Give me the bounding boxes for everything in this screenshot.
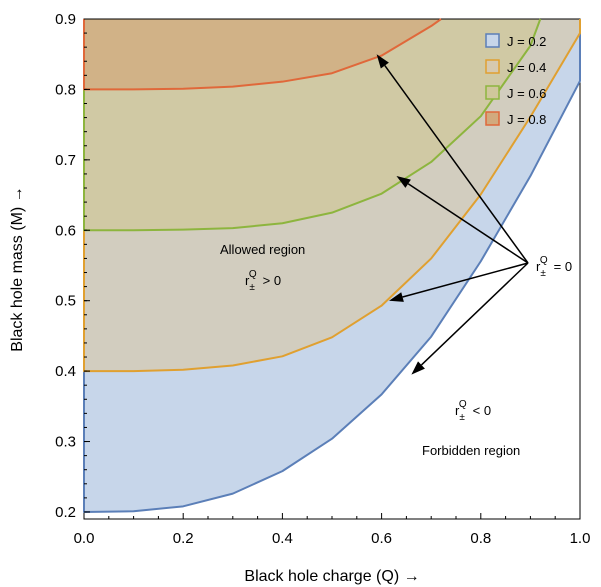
r-superscript: Q [249,269,257,280]
legend-swatch [485,111,500,126]
legend-label: J = 0.6 [507,86,546,101]
forbidden-condition-label: r± Q < 0 [455,399,491,423]
arrow-head [411,361,425,375]
y-tick-label: 0.8 [55,81,76,98]
r-condition: < 0 [473,403,491,418]
legend-swatch [485,59,500,74]
x-axis-ticks: 0.0 0.2 0.4 0.6 0.8 1.0 [74,513,591,547]
y-axis-ticks: 0.2 0.3 0.4 0.5 0.6 0.7 0.8 0.9 [55,11,90,521]
x-tick-label: 0.8 [470,530,491,547]
allowed-condition-label: r± Q > 0 [245,269,281,293]
y-tick-label: 0.5 [55,293,76,310]
y-tick-label: 0.3 [55,434,76,451]
r-symbol: r [536,259,541,274]
allowed-region-annotation: Allowed region r± Q > 0 [220,242,305,293]
legend: J = 0.2 J = 0.4 J = 0.6 J = 0.8 [485,33,546,127]
y-tick-label: 0.9 [55,11,76,28]
y-tick-label: 0.6 [55,222,76,239]
r-symbol: r [245,273,250,288]
r-condition: > 0 [263,273,281,288]
arrow-head [389,292,404,302]
arrow-line [384,65,529,264]
curve-j02 [83,19,581,513]
x-tick-label: 0.4 [272,530,293,547]
arrow-line [402,262,529,298]
y-tick-label: 0.7 [55,152,76,169]
forbidden-region-label: Forbidden region [422,443,520,458]
x-tick-label: 0.6 [371,530,392,547]
r-symbol: r [455,403,460,418]
r-subscript: ± [459,412,465,423]
area-fills [84,19,580,512]
curve-j06 [83,18,542,232]
r-superscript: Q [459,399,467,410]
r-subscript: ± [249,282,255,293]
legend-swatch [485,33,500,48]
annotation-arrows [376,54,529,375]
curve-j08 [83,18,442,91]
allowed-region-label: Allowed region [220,242,305,257]
area-fill-j08 [84,19,442,90]
zero-condition-annotation: r± Q = 0 [536,255,572,279]
curve-j04 [83,19,581,373]
arrow-head [376,54,389,69]
x-axis-label: Black hole charge (Q) → [244,568,419,585]
r-subscript: ± [540,268,546,279]
zero-condition-label: r± Q = 0 [536,255,572,279]
arrow-line [407,183,529,264]
r-condition: = 0 [554,259,572,274]
legend-label: J = 0.8 [507,112,546,127]
legend-label: J = 0.4 [507,60,546,75]
boundary-curves [83,18,581,513]
x-tick-label: 1.0 [570,530,591,547]
r-superscript: Q [540,255,548,266]
forbidden-region-annotation: r± Q < 0 Forbidden region [422,399,520,458]
y-axis-label: Black hole mass (M) → [9,186,26,351]
legend-label: J = 0.2 [507,34,546,49]
y-tick-label: 0.4 [55,363,76,380]
arrow-head [396,176,411,188]
arrow-line [420,262,529,366]
y-tick-label: 0.2 [55,504,76,521]
x-tick-label: 0.2 [173,530,194,547]
x-tick-label: 0.0 [74,530,95,547]
legend-swatch [485,85,500,100]
